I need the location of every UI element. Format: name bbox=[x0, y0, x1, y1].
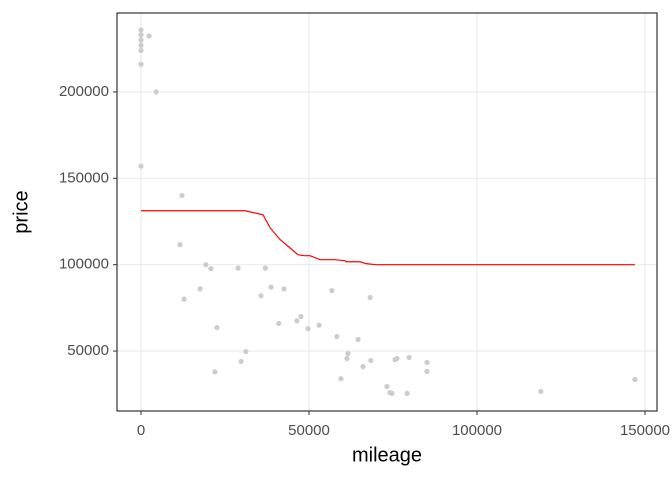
point bbox=[146, 33, 152, 39]
point bbox=[344, 355, 350, 362]
point bbox=[305, 326, 311, 332]
point bbox=[355, 336, 361, 343]
point bbox=[243, 348, 249, 355]
point bbox=[153, 89, 159, 95]
point bbox=[316, 322, 322, 328]
point bbox=[329, 288, 335, 294]
point bbox=[181, 296, 187, 302]
point bbox=[334, 333, 340, 340]
point bbox=[338, 376, 344, 382]
point bbox=[238, 358, 244, 365]
point bbox=[406, 354, 412, 361]
point bbox=[298, 313, 304, 320]
point bbox=[360, 364, 366, 370]
point bbox=[268, 284, 274, 290]
point bbox=[138, 32, 144, 38]
point bbox=[262, 265, 268, 271]
x-tick-label: 50000 bbox=[288, 422, 330, 439]
point bbox=[138, 163, 144, 169]
point bbox=[179, 192, 185, 199]
point bbox=[138, 61, 144, 67]
point bbox=[367, 294, 373, 301]
point bbox=[632, 376, 638, 383]
point bbox=[389, 390, 395, 397]
point bbox=[177, 242, 183, 248]
x-tick-label: 0 bbox=[137, 422, 145, 439]
x-tick-label: 150000 bbox=[620, 422, 670, 439]
point bbox=[384, 383, 390, 390]
y-axis-title: price bbox=[10, 190, 32, 233]
point bbox=[345, 350, 351, 357]
line bbox=[141, 210, 635, 266]
point bbox=[208, 266, 214, 272]
point bbox=[138, 42, 144, 48]
point bbox=[392, 357, 398, 363]
point bbox=[138, 37, 144, 43]
point bbox=[368, 357, 374, 364]
point bbox=[138, 47, 144, 54]
panel-border bbox=[116, 12, 658, 412]
point bbox=[281, 286, 287, 292]
y-tick-label: 100000 bbox=[59, 256, 109, 273]
point bbox=[258, 293, 264, 299]
point bbox=[276, 320, 282, 327]
y-tick-label: 150000 bbox=[59, 169, 109, 186]
y-tick-label: 200000 bbox=[59, 83, 109, 100]
x-tick-label: 100000 bbox=[452, 422, 502, 439]
point bbox=[538, 388, 544, 395]
point bbox=[203, 262, 209, 268]
point bbox=[138, 27, 144, 33]
point bbox=[404, 390, 410, 397]
point bbox=[294, 318, 300, 324]
x-axis-title: mileage bbox=[352, 444, 422, 466]
point bbox=[424, 368, 430, 375]
point bbox=[214, 324, 220, 331]
point bbox=[424, 359, 430, 366]
point bbox=[235, 265, 241, 271]
y-tick-label: 50000 bbox=[67, 342, 109, 359]
point bbox=[212, 369, 218, 375]
point bbox=[197, 286, 203, 292]
